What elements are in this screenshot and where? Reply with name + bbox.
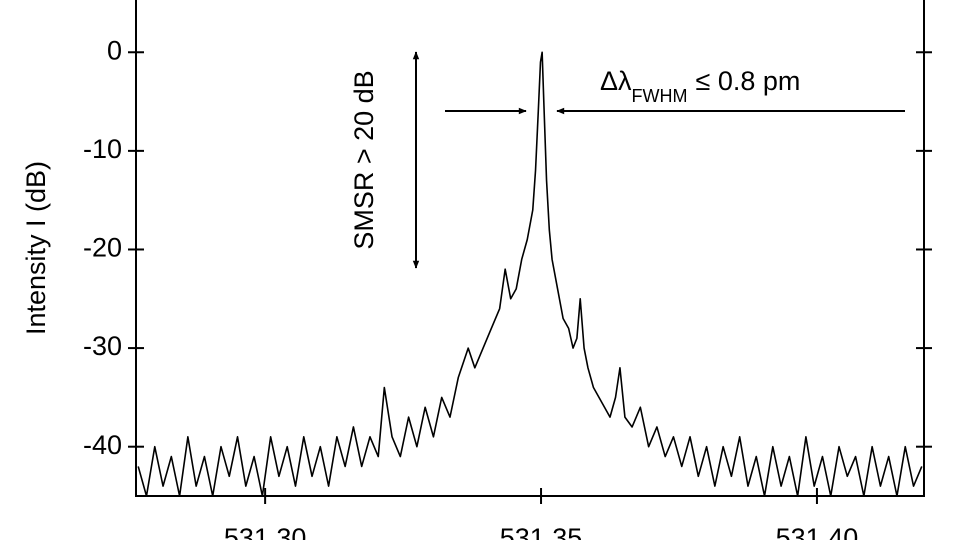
plot-area (137, 51, 923, 497)
fwhm-value: ≤ 0.8 pm (696, 66, 801, 96)
x-tick-label: 531.30 (224, 523, 307, 540)
fwhm-annotation: ΔλFWHM ≤ 0.8 pm (600, 66, 800, 106)
y-axis-label: Intensity I (dB) (21, 161, 51, 335)
fwhm-subscript: FWHM (632, 86, 688, 106)
x-tick-label: 531.35 (500, 523, 583, 540)
smsr-annotation: SMSR > 20 dB (349, 70, 379, 249)
y-tick-label: -30 (83, 331, 122, 361)
y-tick-label: 0 (107, 35, 122, 65)
y-tick-label: -40 (83, 430, 122, 460)
y-tick-label: -20 (83, 233, 122, 263)
fwhm-delta: Δλ (600, 66, 632, 96)
axes-frame (135, 0, 925, 497)
y-tick-label: -10 (83, 134, 122, 164)
spectrum-line (137, 51, 923, 497)
x-tick-label: 531.40 (776, 523, 859, 540)
